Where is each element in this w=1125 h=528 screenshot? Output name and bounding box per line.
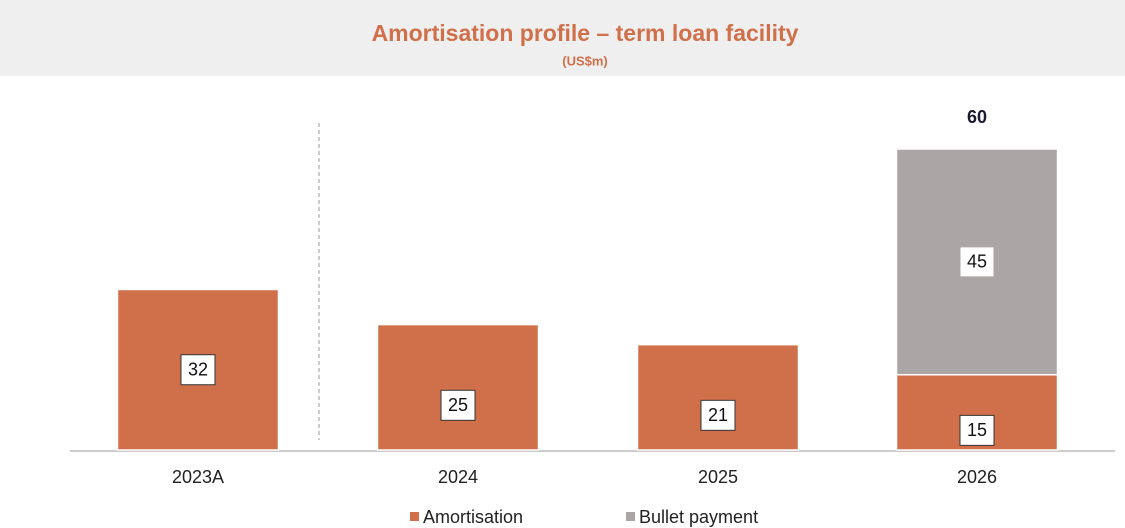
value-label: 25 <box>448 395 468 415</box>
chart-subtitle: (US$m) <box>562 53 608 68</box>
legend-label: Amortisation <box>423 507 523 527</box>
x-tick-label: 2025 <box>698 467 738 487</box>
value-label: 15 <box>967 420 987 440</box>
value-label: 32 <box>188 359 208 379</box>
legend-swatch <box>626 512 635 521</box>
value-label-box <box>959 414 995 446</box>
bar-segment <box>376 323 540 451</box>
x-tick-label: 2026 <box>957 467 997 487</box>
total-label: 60 <box>967 107 987 127</box>
title-band <box>0 0 1125 76</box>
x-tick-label: 2024 <box>438 467 478 487</box>
value-label-box <box>700 399 736 431</box>
x-tick-label: 2023A <box>172 467 224 487</box>
value-label-box <box>180 354 216 386</box>
bar-segment <box>636 343 800 451</box>
legend-label: Bullet payment <box>639 507 758 527</box>
legend-swatch <box>410 512 419 521</box>
chart-title: Amortisation profile – term loan facilit… <box>372 20 799 46</box>
value-label: 45 <box>967 252 987 272</box>
value-label-box <box>440 389 476 421</box>
value-label-box <box>959 246 995 278</box>
value-label: 21 <box>708 405 728 425</box>
